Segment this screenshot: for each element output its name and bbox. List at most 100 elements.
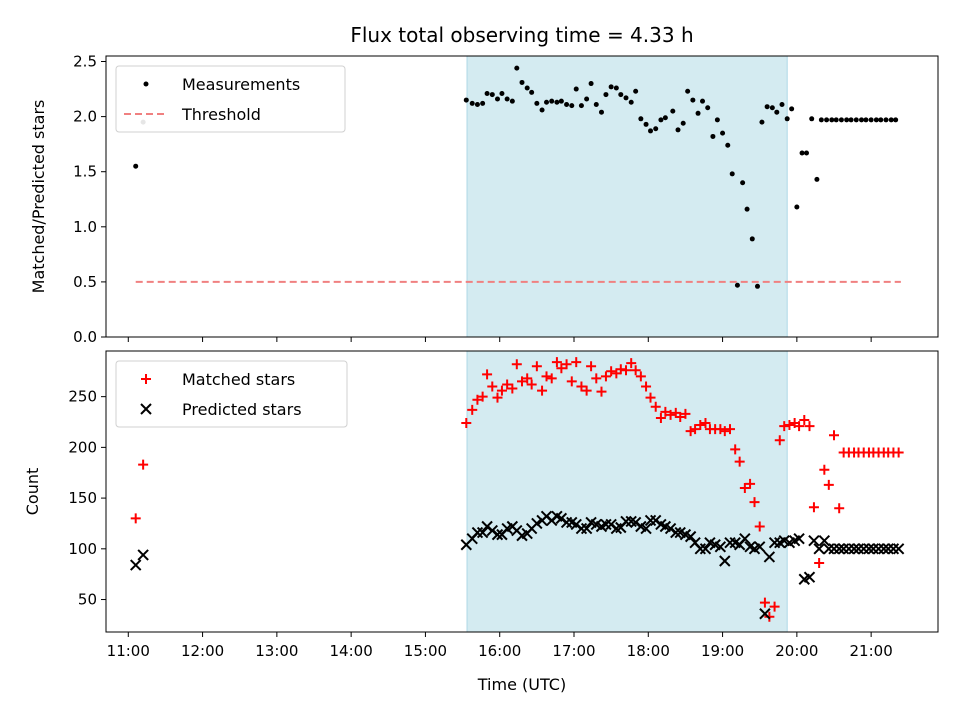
data-point: [803, 571, 816, 583]
data-point: [569, 103, 575, 109]
y-tick-label: 200: [68, 438, 97, 456]
data-point: [749, 236, 755, 242]
data-point: [690, 97, 696, 103]
data-point: [480, 100, 486, 106]
data-point: [561, 359, 572, 370]
data-point: [685, 88, 691, 94]
y-tick-label: 1.5: [73, 163, 97, 181]
y-tick-label: 2.5: [73, 53, 97, 71]
data-point: [774, 435, 785, 446]
data-point: [621, 365, 631, 376]
data-point: [878, 117, 884, 123]
legend-swatch: [143, 81, 149, 87]
data-point: [754, 283, 760, 289]
data-point: [531, 517, 543, 530]
data-point: [586, 361, 597, 372]
data-point: [546, 373, 557, 384]
data-point: [819, 464, 830, 475]
legend-swatch: [140, 403, 152, 415]
data-point: [843, 543, 855, 555]
data-point: [705, 105, 711, 111]
data-point: [511, 359, 522, 370]
data-point: [638, 116, 644, 122]
legend-label: Measurements: [182, 75, 300, 94]
data-point: [564, 101, 570, 107]
data-point: [838, 117, 844, 123]
y-axis-label: Count: [23, 468, 42, 516]
data-point: [739, 482, 750, 493]
data-point: [539, 107, 545, 113]
data-point: [526, 379, 537, 390]
data-point: [724, 537, 736, 549]
data-point: [888, 117, 894, 123]
data-point: [837, 543, 850, 555]
legend: Measurements Threshold: [115, 65, 346, 133]
data-point: [867, 543, 880, 555]
data-point: [496, 385, 507, 396]
data-point: [863, 543, 875, 555]
y-tick-label: 250: [68, 388, 97, 406]
data-point: [878, 543, 890, 555]
data-point: [618, 92, 624, 98]
data-point: [606, 366, 617, 377]
legend-box: [115, 360, 348, 428]
data-point: [476, 526, 489, 539]
x-tick-label: 13:00: [255, 642, 298, 660]
data-point: [558, 98, 564, 104]
data-point: [560, 516, 573, 529]
data-point: [858, 543, 870, 555]
data-point: [551, 357, 562, 368]
axes-frame: [105, 350, 939, 633]
data-point: [868, 117, 874, 123]
data-point: [769, 105, 775, 111]
series-predicted-stars: [130, 510, 905, 620]
data-point: [893, 447, 904, 458]
data-point: [759, 608, 771, 620]
data-point: [833, 543, 845, 555]
data-point: [469, 100, 475, 106]
data-point: [474, 101, 480, 107]
data-point: [858, 117, 864, 123]
series-matched-stars: [130, 357, 904, 622]
data-point: [680, 408, 691, 419]
data-point: [887, 543, 900, 555]
data-point: [571, 357, 582, 368]
data-point: [575, 522, 588, 535]
data-point: [556, 363, 567, 374]
data-point: [779, 421, 790, 432]
plot-area: [130, 357, 905, 622]
data-point: [549, 98, 555, 104]
data-point: [719, 426, 730, 437]
data-point: [648, 128, 654, 134]
data-point: [658, 117, 664, 123]
data-point: [467, 404, 478, 415]
data-point: [710, 133, 716, 139]
data-point: [799, 414, 810, 425]
data-point: [892, 543, 905, 555]
x-tick-label: 17:00: [552, 642, 595, 660]
data-point: [537, 385, 548, 396]
x-tick-label: 20:00: [775, 642, 818, 660]
data-point: [489, 92, 495, 98]
data-point: [863, 117, 869, 123]
data-point: [472, 394, 483, 405]
x-tick-label: 14:00: [330, 642, 373, 660]
data-point: [725, 424, 735, 435]
data-point: [584, 96, 590, 102]
data-point: [576, 381, 587, 392]
series-measurements: [133, 65, 899, 289]
data-point: [833, 117, 839, 123]
data-point: [670, 526, 682, 539]
data-point: [541, 371, 552, 382]
data-point: [517, 376, 527, 387]
data-point: [534, 100, 540, 106]
data-point: [675, 127, 681, 133]
data-point: [883, 117, 889, 123]
data-point: [725, 142, 731, 148]
data-point: [531, 361, 542, 372]
data-point: [653, 126, 659, 132]
data-point: [774, 109, 780, 115]
data-point: [504, 96, 510, 102]
data-point: [789, 106, 795, 112]
y-axis-label: Matched/Predicted stars: [29, 100, 48, 294]
